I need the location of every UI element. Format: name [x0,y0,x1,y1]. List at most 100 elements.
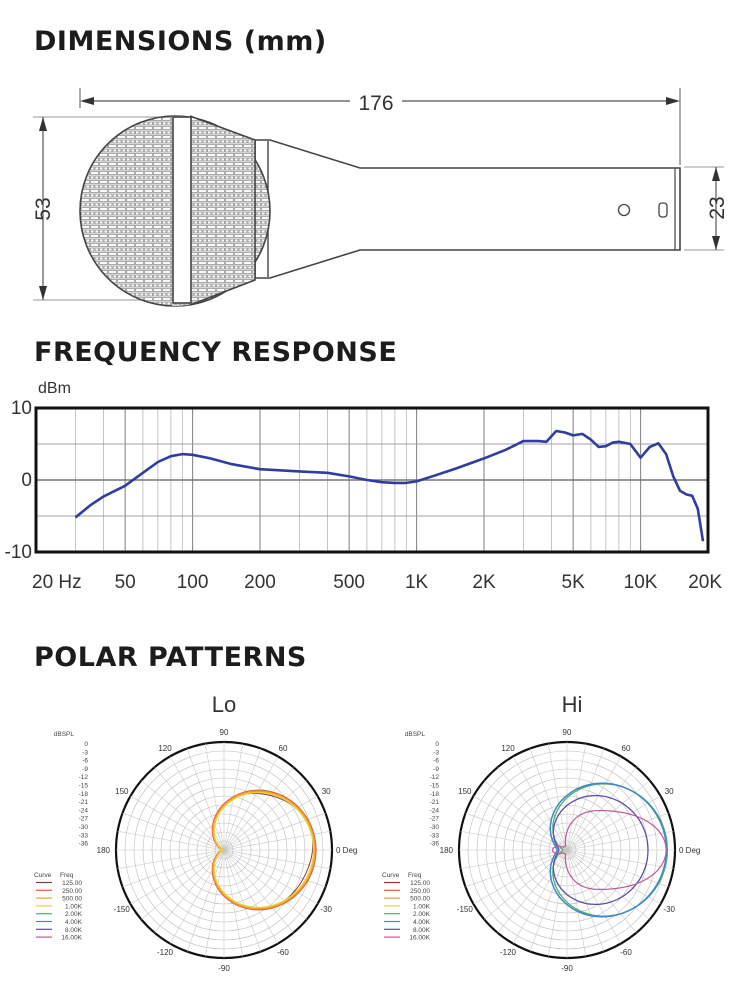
frequency-response-title: FREQUENCY RESPONSE [34,337,398,368]
legend-freq: 250.00 [62,888,82,895]
polar-angle-label: 150 [458,787,472,796]
y-tick-label: -10 [5,542,32,563]
legend-freq: 4.00K [413,919,431,926]
polar-spoke [566,849,674,870]
legend-freq: 500.00 [62,896,82,903]
polar-spoke [141,780,225,851]
polar-spoke [529,849,568,952]
polar-angle-label: 180 [97,846,111,855]
curve-legend-lo: Curve Freq125.00250.00500.001.00K2.00K4.0… [34,872,83,942]
x-tick-label: 20K [688,572,722,593]
polar-spoke [566,849,622,944]
polar-spoke [566,849,637,933]
x-tick-label: 20 Hz [32,572,82,593]
polar-lo-label: Lo [212,692,236,717]
x-tick-label: 100 [177,572,209,593]
scale-value: -36 [430,841,440,848]
polar-spoke [460,849,568,870]
polar-spoke [223,748,262,851]
polar-angle-label: -30 [320,905,332,914]
polar-angle-label: -60 [277,948,289,957]
scale-value: -9 [433,766,439,773]
polar-spoke [566,812,669,851]
polar-curve [552,794,649,906]
handle-diameter-dimension: 23 [684,166,729,251]
polar-angle-label: 60 [279,744,288,753]
scale-value: -15 [79,783,89,790]
polar-spoke [122,849,225,888]
polar-spoke [204,743,225,851]
length-dimension: 176 [79,88,681,165]
polar-spoke [223,849,279,944]
polar-spoke [497,849,568,933]
polar-spoke [566,830,674,851]
polar-angle-label: 30 [665,787,674,796]
polar-curve [551,810,667,890]
legend-freq: 2.00K [65,911,83,918]
polar-spoke [566,849,650,920]
legend-freq: 8.00K [413,927,431,934]
polar-spoke [223,849,307,920]
scale-value: -12 [430,774,440,781]
polar-spoke [223,812,326,851]
x-tick-label: 2K [472,572,496,593]
polar-spoke [512,756,568,851]
legend-freq: 16.00K [409,935,430,942]
scale-value: -36 [79,841,89,848]
polar-spoke [497,767,568,851]
scale-value: -33 [430,832,440,839]
polar-angle-label: -120 [157,948,174,957]
polar-spoke [223,849,294,933]
scale-value: -12 [79,774,89,781]
scale-title: dBSPL [54,731,75,738]
polar-spoke [117,830,225,851]
polar-angle-label: -150 [114,905,131,914]
polar-spoke [566,743,587,851]
polar-spoke [566,748,605,851]
polar-angle-label: -30 [663,905,675,914]
polar-spoke [141,849,225,920]
legend-freq: 1.00K [413,903,431,910]
polar-plot-lo: 90 60 30 0 Deg -30 -60 -90 -120 -150 180 150 120 [97,728,358,973]
polar-spoke [566,849,587,957]
polar-spoke [484,780,568,851]
scale-value: -18 [79,791,89,798]
polar-spoke [122,812,225,851]
frequency-response-chart: dBm 100-10 20 Hz 50 100 200 500 1K 2K 5K 10K 20K [5,380,723,593]
frequency-response-line [74,429,705,542]
polar-curve [549,782,668,918]
polar-spoke [117,849,225,870]
polar-angle-label: -120 [500,948,517,957]
scale-value: -21 [79,799,89,806]
legend-header-curve: Curve [34,872,52,879]
scale-value: -21 [430,799,440,806]
polar-spoke [566,849,605,952]
x-tick-label: 5K [562,572,586,593]
legend-header-freq: Freq [408,872,422,879]
scale-value: -6 [82,758,88,765]
polar-spoke [223,849,262,952]
x-tick-label: 200 [244,572,276,593]
polar-angle-label: -60 [620,948,632,957]
polar-spoke [484,849,568,920]
head-diameter-label: 53 [32,197,55,220]
polar-spoke [223,780,307,851]
dbspl-scale-hi: dBSPL 0-3 -6-9-12 -15-18-21-24 -27-30-33 -36 [405,731,440,848]
polar-angle-label: 0 Deg [679,846,700,855]
legend-freq: 125.00 [410,880,430,887]
polar-angle-label: 150 [115,787,129,796]
dimensions-title: DIMENSIONS (mm) [34,26,327,57]
legend-header-curve: Curve [382,872,400,879]
legend-freq: 2.00K [413,911,431,918]
polar-spoke [186,849,225,952]
scale-value: -24 [430,807,440,814]
y-tick-label: 0 [21,470,32,491]
polar-plot-hi: 90 60 30 0 Deg -30 -60 -90 -120 -150 180 150 120 [440,728,701,973]
polar-angle-label: 120 [158,744,172,753]
polar-spoke [223,849,318,905]
legend-freq: 125.00 [62,880,82,887]
polar-spoke [547,849,568,957]
scale-value: -3 [433,749,439,756]
microphone-body [254,139,681,279]
polar-spoke [566,756,622,851]
